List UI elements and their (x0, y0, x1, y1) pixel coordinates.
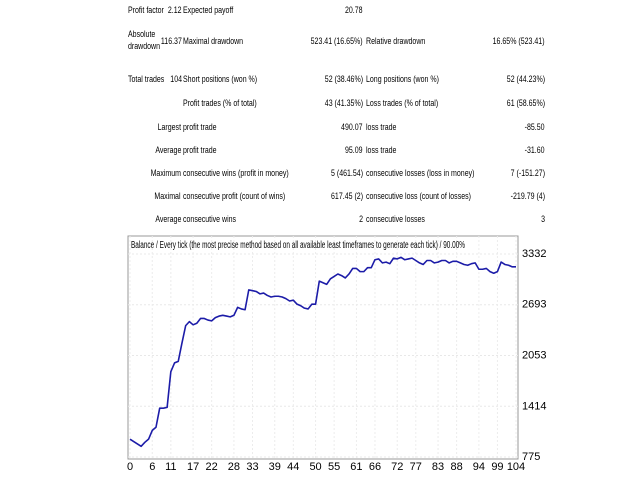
max-consecutive-wins-label: consecutive wins (profit in money) (183, 168, 289, 178)
maximal-drawdown-value: 523.41 (16.65%) (311, 36, 363, 46)
x-tick-label: 44 (287, 461, 299, 473)
maximal-drawdown-label: Maximal drawdown (183, 36, 244, 46)
relative-drawdown-label: Relative drawdown (366, 36, 426, 46)
average-consecutive-wins-label: consecutive wins (183, 214, 237, 224)
maximal-consecutive-loss-value: -219.79 (4) (510, 191, 545, 201)
average-consecutive-losses-value: 3 (541, 214, 545, 224)
plot-area (127, 235, 519, 460)
profit-factor-value: 2.12 (168, 5, 182, 15)
average-consecutive-prefix: Average (154, 214, 181, 224)
x-tick-label: 66 (369, 461, 381, 473)
relative-drawdown-value: 16.65% (523.41) (493, 36, 545, 46)
absolute-drawdown-label: Absolute (128, 29, 156, 39)
loss-trades-label: Loss trades (% of total) (366, 98, 439, 108)
largest-loss-trade-value: -85.50 (525, 122, 545, 132)
largest-loss-trade-label: loss trade (366, 122, 397, 132)
balance-chart-container: 775 1414 2053 2693 3332 0 6 11 17 22 28 33 39 44 50 55… (0, 230, 640, 480)
x-tick-label: 28 (228, 461, 240, 473)
x-tick-label: 94 (473, 461, 485, 473)
balance-series-line (129, 256, 516, 448)
x-tick-label: 11 (165, 461, 176, 473)
largest-profit-trade-label: profit trade (183, 122, 217, 132)
x-tick-label: 6 (149, 461, 155, 473)
profit-factor-label: Profit factor (128, 5, 164, 15)
short-positions-label: Short positions (won %) (183, 74, 258, 84)
average-loss-trade-value: -31.60 (525, 145, 545, 155)
max-consecutive-wins-value: 5 (461.54) (330, 168, 363, 178)
average-profit-trade-value: 95.09 (345, 145, 363, 155)
chart-title: Balance / Every tick (the most precise m… (131, 240, 465, 251)
average-consecutive-wins-value: 2 (359, 214, 363, 224)
x-tick-label: 0 (127, 461, 133, 473)
y-tick-label: 1414 (522, 400, 546, 412)
total-trades-value: 104 (170, 74, 182, 84)
max-consecutive-losses-value: 7 (-151.27) (510, 168, 545, 178)
average-consecutive-losses-label: consecutive losses (366, 214, 425, 224)
loss-trades-value: 61 (58.65%) (506, 98, 545, 108)
y-tick-label: 2693 (522, 299, 546, 311)
average-loss-trade-label: loss trade (366, 145, 397, 155)
average-prefix: Average (154, 145, 181, 155)
largest-prefix: Largest (157, 122, 181, 132)
short-positions-value: 52 (38.46%) (324, 74, 363, 84)
y-axis: 775 1414 2053 2693 3332 (522, 248, 546, 463)
report-table: Profit factor 2.12 Expected payoff 20.78… (0, 0, 640, 230)
total-trades-label: Total trades (128, 74, 165, 84)
x-tick-label: 88 (450, 461, 462, 473)
x-tick-label: 99 (491, 461, 503, 473)
x-tick-label: 22 (206, 461, 218, 473)
profit-trades-label: Profit trades (% of total) (183, 98, 257, 108)
x-tick-label: 104 (507, 461, 525, 473)
y-tick-label: 2053 (522, 350, 546, 362)
maximal-consecutive-profit-label: consecutive profit (count of wins) (183, 191, 286, 201)
expected-payoff-value: 20.78 (345, 5, 363, 15)
maximal-consecutive-loss-label: consecutive loss (count of losses) (366, 191, 471, 201)
x-axis: 0 6 11 17 22 28 33 39 44 50 55 61 66 72 77 83 88 94 99 104 (127, 461, 525, 473)
profit-trades-value: 43 (41.35%) (324, 98, 363, 108)
balance-chart: 775 1414 2053 2693 3332 0 6 11 17 22 28 33 39 44 50 55… (127, 235, 546, 473)
grid (128, 236, 518, 459)
x-tick-label: 39 (269, 461, 281, 473)
average-profit-trade-label: profit trade (183, 145, 217, 155)
long-positions-label: Long positions (won %) (366, 74, 439, 84)
x-tick-label: 17 (187, 461, 199, 473)
x-tick-label: 77 (410, 461, 422, 473)
max-consecutive-losses-label: consecutive losses (loss in money) (366, 168, 475, 178)
x-tick-label: 50 (309, 461, 321, 473)
x-tick-label: 33 (246, 461, 258, 473)
x-tick-label: 55 (328, 461, 340, 473)
long-positions-value: 52 (44.23%) (506, 74, 545, 84)
maximal-consecutive-profit-value: 617.45 (2) (330, 191, 363, 201)
expected-payoff-label: Expected payoff (183, 5, 234, 15)
absolute-drawdown-label-2: drawdown (128, 41, 161, 51)
largest-profit-trade-value: 490.07 (341, 122, 363, 132)
maximal-prefix: Maximal (154, 191, 181, 201)
y-tick-label: 3332 (522, 248, 546, 260)
y-tick-label: 775 (522, 451, 540, 463)
x-tick-label: 72 (391, 461, 403, 473)
absolute-drawdown-value: 116.37 (161, 36, 182, 46)
x-tick-label: 61 (350, 461, 362, 473)
x-tick-label: 83 (432, 461, 444, 473)
maximum-prefix: Maximum (150, 168, 181, 178)
